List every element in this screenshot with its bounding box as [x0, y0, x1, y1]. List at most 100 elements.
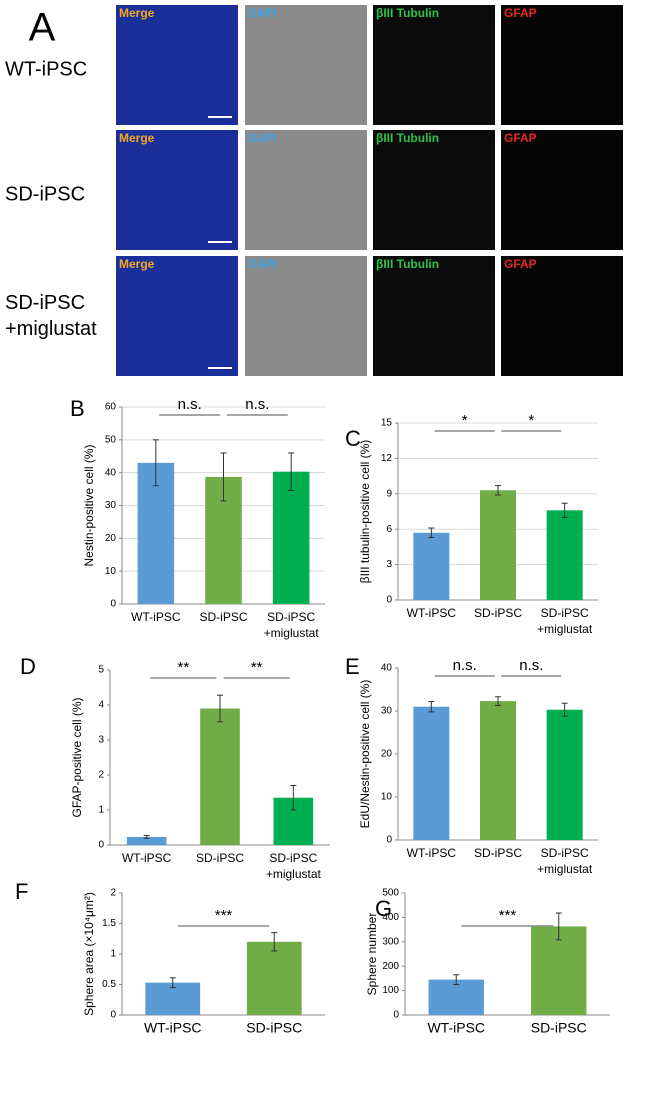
channel-label: GFAP	[504, 6, 537, 20]
micrograph	[373, 130, 495, 250]
x-tick-label: SD-iPSC +miglustat	[264, 610, 320, 640]
significance-label: n.s.	[178, 396, 202, 413]
bar	[480, 490, 516, 600]
y-tick-label: 0	[110, 599, 116, 610]
bar	[200, 708, 240, 845]
significance-label: n.s.	[453, 657, 477, 674]
y-tick-label: 400	[382, 912, 399, 923]
channel-label: βIII Tubulin	[376, 131, 439, 145]
y-tick-label: 40	[381, 663, 393, 674]
x-tick-label: WT-iPSC	[131, 610, 181, 624]
y-tick-label: 10	[105, 566, 117, 577]
bar	[546, 510, 583, 600]
channel-label: DAPI	[248, 6, 277, 20]
channel-label: βIII Tubulin	[376, 257, 439, 271]
x-tick-label: SD-iPSC	[531, 1020, 587, 1036]
x-tick-label: WT-iPSC	[144, 1020, 202, 1036]
y-tick-label: 10	[381, 792, 393, 803]
bar	[126, 836, 167, 845]
bar	[137, 462, 175, 604]
x-tick-label: SD-iPSC +miglustat	[266, 851, 322, 881]
row-label: SD-iPSC	[5, 183, 85, 205]
bar	[413, 706, 450, 840]
micrograph	[501, 130, 623, 250]
x-tick-label: WT-iPSC	[407, 606, 457, 620]
significance-label: ***	[499, 907, 517, 924]
micrograph	[501, 5, 623, 125]
y-tick-label: 100	[382, 985, 399, 996]
y-tick-label: 300	[382, 936, 399, 947]
x-tick-label: SD-iPSC +miglustat	[537, 606, 593, 636]
bar	[531, 926, 587, 1015]
bar	[480, 701, 516, 840]
x-tick-label: SD-iPSC	[196, 851, 244, 865]
micrograph	[116, 5, 238, 125]
y-tick-label: 2	[98, 770, 104, 781]
y-tick-label: 12	[381, 453, 393, 464]
panel-label: G	[375, 896, 392, 921]
row-label: WT-iPSC	[5, 58, 87, 80]
y-tick-label: 0	[98, 840, 104, 851]
panel-label: A	[29, 6, 56, 50]
micrograph	[245, 130, 367, 250]
row-label: SD-iPSC +miglustat	[5, 292, 97, 340]
bar	[546, 709, 583, 840]
y-axis-label: βIII tubulin-positive cell (%)	[358, 440, 372, 584]
y-tick-label: 40	[105, 467, 117, 478]
panel-label: B	[70, 396, 85, 421]
channel-label: Merge	[119, 6, 155, 20]
significance-label: *	[462, 412, 468, 429]
significance-label: ***	[215, 907, 233, 924]
y-tick-label: 20	[105, 533, 117, 544]
x-tick-label: SD-iPSC	[474, 606, 522, 620]
significance-label: n.s.	[519, 657, 543, 674]
micrograph	[501, 256, 623, 376]
panel-label: E	[345, 654, 360, 679]
micrograph	[373, 256, 495, 376]
bar	[145, 982, 201, 1015]
channel-label: βIII Tubulin	[376, 6, 439, 20]
y-tick-label: 15	[381, 418, 393, 429]
micrograph	[116, 130, 238, 250]
significance-label: *	[528, 412, 534, 429]
y-tick-label: 200	[382, 961, 399, 972]
channel-label: DAPI	[248, 131, 277, 145]
channel-label: GFAP	[504, 257, 537, 271]
y-tick-label: 1	[110, 949, 116, 960]
y-tick-label: 0	[386, 835, 392, 846]
y-tick-label: 0	[386, 595, 392, 606]
y-tick-label: 3	[98, 735, 104, 746]
x-tick-label: SD-iPSC	[246, 1020, 302, 1036]
y-axis-label: Nestin-positive cell (%)	[82, 444, 96, 566]
y-tick-label: 5	[98, 665, 104, 676]
micrograph	[245, 5, 367, 125]
y-tick-label: 9	[386, 488, 392, 499]
panel-label: F	[15, 879, 28, 904]
channel-label: Merge	[119, 131, 155, 145]
y-tick-label: 0	[110, 1010, 116, 1021]
significance-label: **	[251, 659, 263, 676]
micrograph	[373, 5, 495, 125]
significance-label: n.s.	[245, 396, 269, 413]
channel-label: GFAP	[504, 131, 537, 145]
micrograph	[245, 256, 367, 376]
panel-label: D	[20, 654, 36, 679]
bar	[428, 979, 484, 1015]
y-tick-label: 20	[381, 749, 393, 760]
y-tick-label: 2	[110, 888, 116, 899]
micrograph	[116, 256, 238, 376]
y-axis-label: Sphere area (×10⁴μm²)	[82, 892, 96, 1016]
y-tick-label: 1	[98, 805, 104, 816]
x-tick-label: WT-iPSC	[122, 851, 172, 865]
y-tick-label: 0	[393, 1010, 399, 1021]
x-tick-label: WT-iPSC	[407, 846, 457, 860]
x-tick-label: WT-iPSC	[427, 1020, 485, 1036]
y-tick-label: 6	[386, 524, 392, 535]
y-tick-label: 60	[105, 402, 117, 413]
y-tick-label: 4	[98, 700, 104, 711]
y-tick-label: 30	[105, 500, 117, 511]
y-tick-label: 3	[386, 559, 392, 570]
bar	[413, 532, 450, 600]
